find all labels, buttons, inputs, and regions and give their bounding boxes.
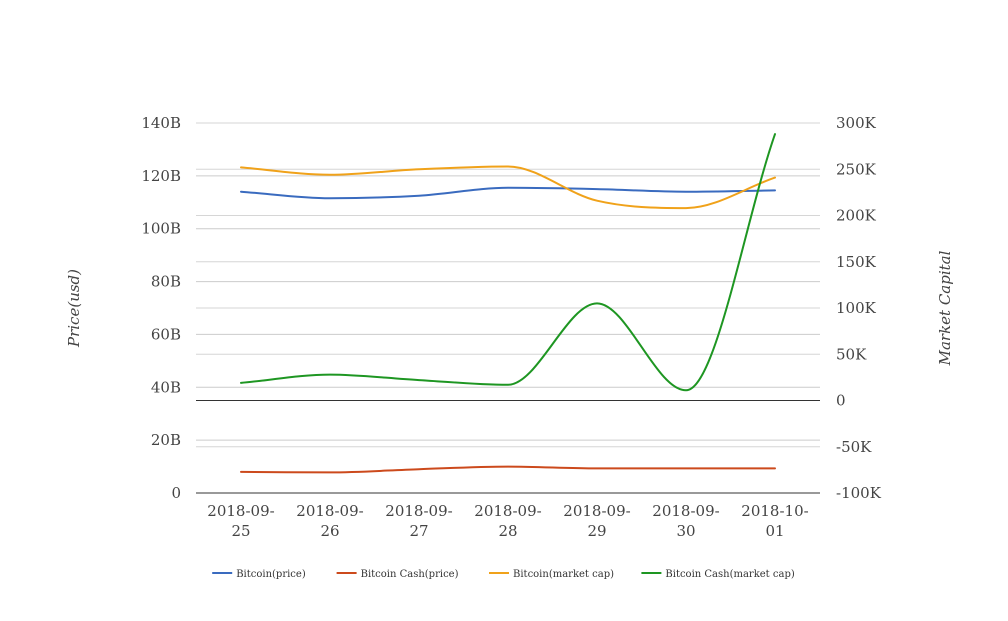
legend-label: Bitcoin(price) [236, 569, 306, 580]
left-tick-label: 0 [171, 484, 181, 502]
right-tick-label: -100K [836, 484, 882, 502]
right-axis-title: Market Capital [936, 250, 954, 366]
series-line-2 [240, 465, 776, 474]
series-line-4 [240, 133, 776, 392]
legend-item-3[interactable]: Bitcoin(market cap) [489, 569, 614, 580]
right-tick-label: -50K [836, 438, 872, 456]
left-tick-label: 120B [141, 167, 181, 185]
x-tick-label: 2018-09-28 [474, 502, 541, 540]
legend-item-4[interactable]: Bitcoin Cash(market cap) [641, 569, 795, 580]
left-tick-label: 140B [141, 114, 181, 132]
right-tick-label: 50K [836, 345, 867, 363]
series-line-1 [240, 186, 776, 200]
right-tick-label: 250K [836, 160, 877, 178]
x-tick-label: 2018-09-25 [207, 502, 274, 540]
series-lines [240, 133, 776, 474]
legend-item-2[interactable]: Bitcoin Cash(price) [336, 569, 459, 580]
right-tick-label: 0 [836, 392, 846, 410]
legend: Bitcoin(price) Bitcoin Cash(price) Bitcoin… [212, 569, 795, 580]
series-line-3 [240, 165, 776, 210]
legend-label: Bitcoin(market cap) [513, 569, 614, 580]
x-tick-label: 2018-09-26 [296, 502, 363, 540]
right-tick-label: 100K [836, 299, 877, 317]
gridlines [196, 122, 820, 448]
left-axis-title: Price(usd) [65, 269, 83, 348]
x-tick-label: 2018-10-01 [741, 502, 808, 540]
legend-item-1[interactable]: Bitcoin(price) [212, 569, 306, 580]
legend-label: Bitcoin Cash(market cap) [665, 569, 794, 580]
left-tick-label: 20B [151, 431, 181, 449]
right-tick-label: 200K [836, 207, 877, 225]
x-tick-label: 2018-09-30 [652, 502, 719, 540]
left-tick-label: 60B [151, 325, 181, 343]
left-tick-label: 80B [151, 273, 181, 291]
axes: 0 20B 40B 60B 80B 100B 120B 140B -100K -50K 0 50K 10… [141, 114, 881, 540]
right-tick-label: 150K [836, 253, 877, 271]
x-tick-label: 2018-09-27 [385, 502, 452, 540]
legend-label: Bitcoin Cash(price) [361, 569, 459, 580]
left-tick-label: 40B [151, 378, 181, 396]
x-tick-label: 2018-09-29 [563, 502, 630, 540]
left-tick-label: 100B [141, 220, 181, 238]
right-tick-label: 300K [836, 114, 877, 132]
